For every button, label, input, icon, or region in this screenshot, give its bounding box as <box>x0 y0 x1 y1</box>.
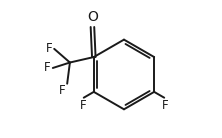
Text: F: F <box>162 99 168 112</box>
Text: F: F <box>46 42 52 55</box>
Text: F: F <box>80 99 86 112</box>
Text: O: O <box>87 10 98 24</box>
Text: F: F <box>59 84 66 97</box>
Text: F: F <box>44 61 51 75</box>
